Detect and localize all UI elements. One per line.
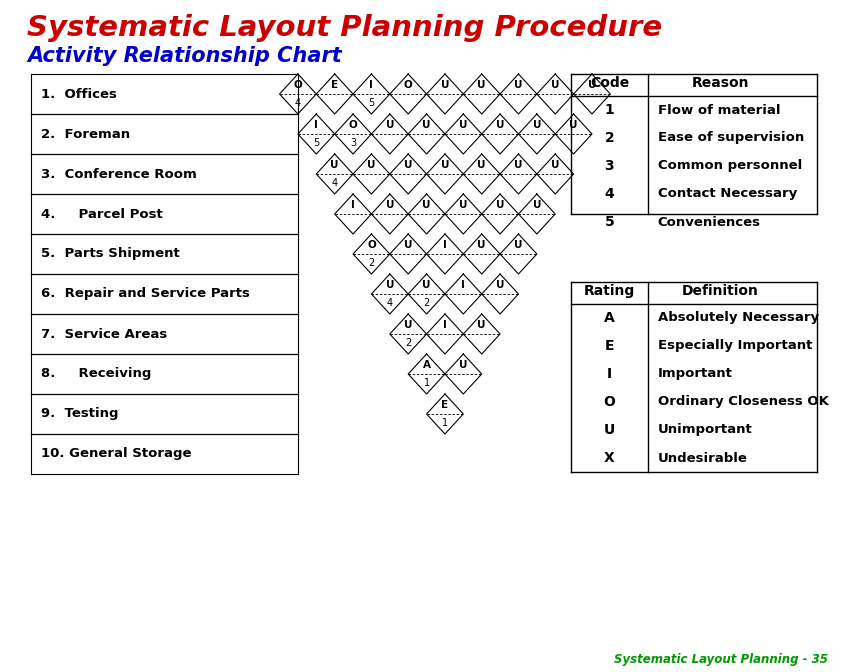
Text: U: U [496,200,505,210]
Text: Common personnel: Common personnel [658,159,802,173]
Text: Definition: Definition [683,284,759,298]
Text: I: I [461,280,465,290]
Text: U: U [569,120,578,130]
Text: 4: 4 [605,187,614,201]
Text: U: U [330,160,339,170]
Text: I: I [607,367,612,381]
Text: 5.  Parts Shipment: 5. Parts Shipment [41,247,180,261]
Text: 2: 2 [423,298,429,308]
Text: Systematic Layout Planning - 35: Systematic Layout Planning - 35 [614,653,828,666]
Text: Ordinary Closeness OK: Ordinary Closeness OK [658,396,829,409]
Text: Especially Important: Especially Important [658,339,812,353]
Text: I: I [314,120,318,130]
Text: U: U [496,280,505,290]
Text: 2: 2 [368,258,375,268]
Text: E: E [605,339,614,353]
Text: I: I [443,320,447,330]
Text: O: O [294,80,302,90]
Text: 2: 2 [405,338,411,348]
Text: Rating: Rating [584,284,635,298]
Text: 4.     Parcel Post: 4. Parcel Post [41,208,162,220]
Text: U: U [404,160,412,170]
Text: 5: 5 [313,138,320,148]
Text: U: U [441,160,449,170]
Text: U: U [478,80,486,90]
Text: Contact Necessary: Contact Necessary [658,187,797,200]
Text: 8.     Receiving: 8. Receiving [41,368,151,380]
Text: U: U [478,320,486,330]
Text: 3.  Conference Room: 3. Conference Room [41,167,196,181]
Text: U: U [478,240,486,250]
Text: X: X [604,451,615,465]
Text: Code: Code [590,76,629,90]
Text: I: I [351,200,355,210]
Text: Activity Relationship Chart: Activity Relationship Chart [27,46,342,66]
Text: 1.  Offices: 1. Offices [41,87,117,101]
Text: U: U [404,320,412,330]
Text: U: U [588,80,596,90]
Text: U: U [514,80,523,90]
Text: U: U [478,160,486,170]
Text: U: U [604,423,615,437]
Text: O: O [349,120,358,130]
Text: Systematic Layout Planning Procedure: Systematic Layout Planning Procedure [27,14,662,42]
Text: Conveniences: Conveniences [658,216,760,228]
Text: 2: 2 [605,131,614,145]
Text: 1: 1 [605,103,614,117]
Text: I: I [370,80,373,90]
Text: U: U [422,200,431,210]
Text: U: U [422,280,431,290]
Text: 6.  Repair and Service Parts: 6. Repair and Service Parts [41,288,250,300]
Text: U: U [385,280,394,290]
Text: I: I [443,240,447,250]
Text: Undesirable: Undesirable [658,452,747,464]
Text: 1: 1 [423,378,429,388]
Text: U: U [422,120,431,130]
Text: 3: 3 [605,159,614,173]
Text: E: E [331,80,338,90]
Text: U: U [367,160,376,170]
Text: 4: 4 [295,98,301,108]
Text: A: A [604,311,615,325]
Text: O: O [603,395,615,409]
Text: U: U [459,360,467,370]
Text: 9.  Testing: 9. Testing [41,407,118,421]
Text: U: U [551,80,560,90]
Text: Absolutely Necessary: Absolutely Necessary [658,312,819,325]
Text: 1: 1 [442,418,448,428]
Text: E: E [442,400,448,410]
Text: U: U [404,240,412,250]
Text: 3: 3 [350,138,356,148]
Text: 2.  Foreman: 2. Foreman [41,128,130,140]
Text: U: U [514,160,523,170]
Text: 4: 4 [387,298,393,308]
Text: U: U [532,120,541,130]
Text: 7.  Service Areas: 7. Service Areas [41,327,167,341]
Text: U: U [459,200,467,210]
Text: 10. General Storage: 10. General Storage [41,448,191,460]
Text: U: U [459,120,467,130]
Text: U: U [551,160,560,170]
Text: U: U [514,240,523,250]
Text: A: A [422,360,430,370]
Text: U: U [532,200,541,210]
Text: Unimportant: Unimportant [658,423,753,437]
Text: O: O [367,240,376,250]
Text: U: U [385,120,394,130]
Text: O: O [403,80,413,90]
Text: Reason: Reason [692,76,749,90]
Text: U: U [496,120,505,130]
Text: U: U [441,80,449,90]
Text: U: U [385,200,394,210]
Text: 5: 5 [605,215,614,229]
Text: Ease of supervision: Ease of supervision [658,132,804,144]
Text: Flow of material: Flow of material [658,103,780,116]
Text: 4: 4 [332,178,338,188]
Text: Important: Important [658,368,733,380]
Text: 5: 5 [368,98,375,108]
